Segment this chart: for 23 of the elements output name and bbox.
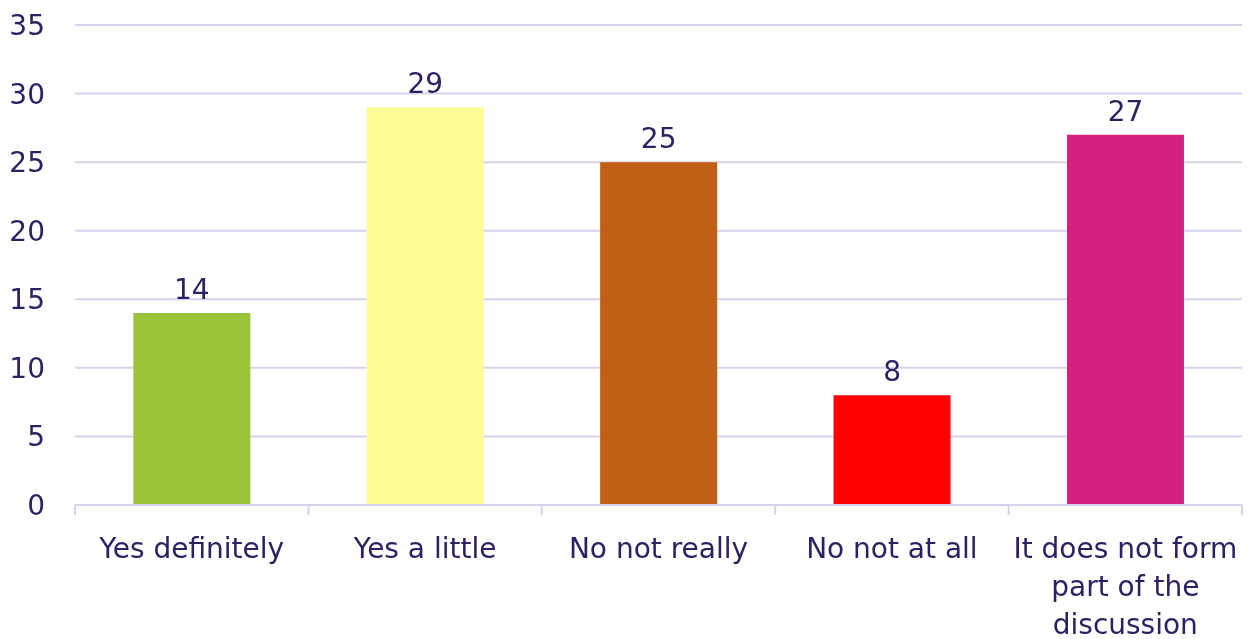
- x-tick-label: Yes definitely: [98, 532, 285, 565]
- bar: [1066, 134, 1184, 505]
- data-label: 25: [640, 122, 677, 156]
- x-tick-label: No not really: [568, 532, 749, 565]
- y-tick-label: 35: [9, 8, 45, 42]
- x-tick-label: Yes a little: [352, 532, 497, 565]
- bar: [833, 395, 951, 505]
- data-label: 29: [407, 67, 444, 101]
- data-label: 27: [1107, 94, 1144, 128]
- data-label: 8: [883, 355, 901, 389]
- y-tick-label: 25: [9, 146, 45, 180]
- y-tick-label: 15: [9, 283, 45, 317]
- x-tick-label: It does not form part of the discussion: [1013, 532, 1238, 639]
- x-tick-label: No not at all: [806, 532, 978, 565]
- y-tick-label: 10: [9, 351, 45, 385]
- y-tick-label: 30: [9, 77, 45, 111]
- bar: [600, 162, 718, 505]
- y-tick-label: 5: [27, 420, 45, 454]
- y-tick-label: 0: [27, 488, 45, 522]
- bar: [133, 313, 251, 505]
- data-label: 14: [174, 273, 210, 306]
- bar: [366, 107, 484, 505]
- y-tick-label: 20: [9, 214, 45, 248]
